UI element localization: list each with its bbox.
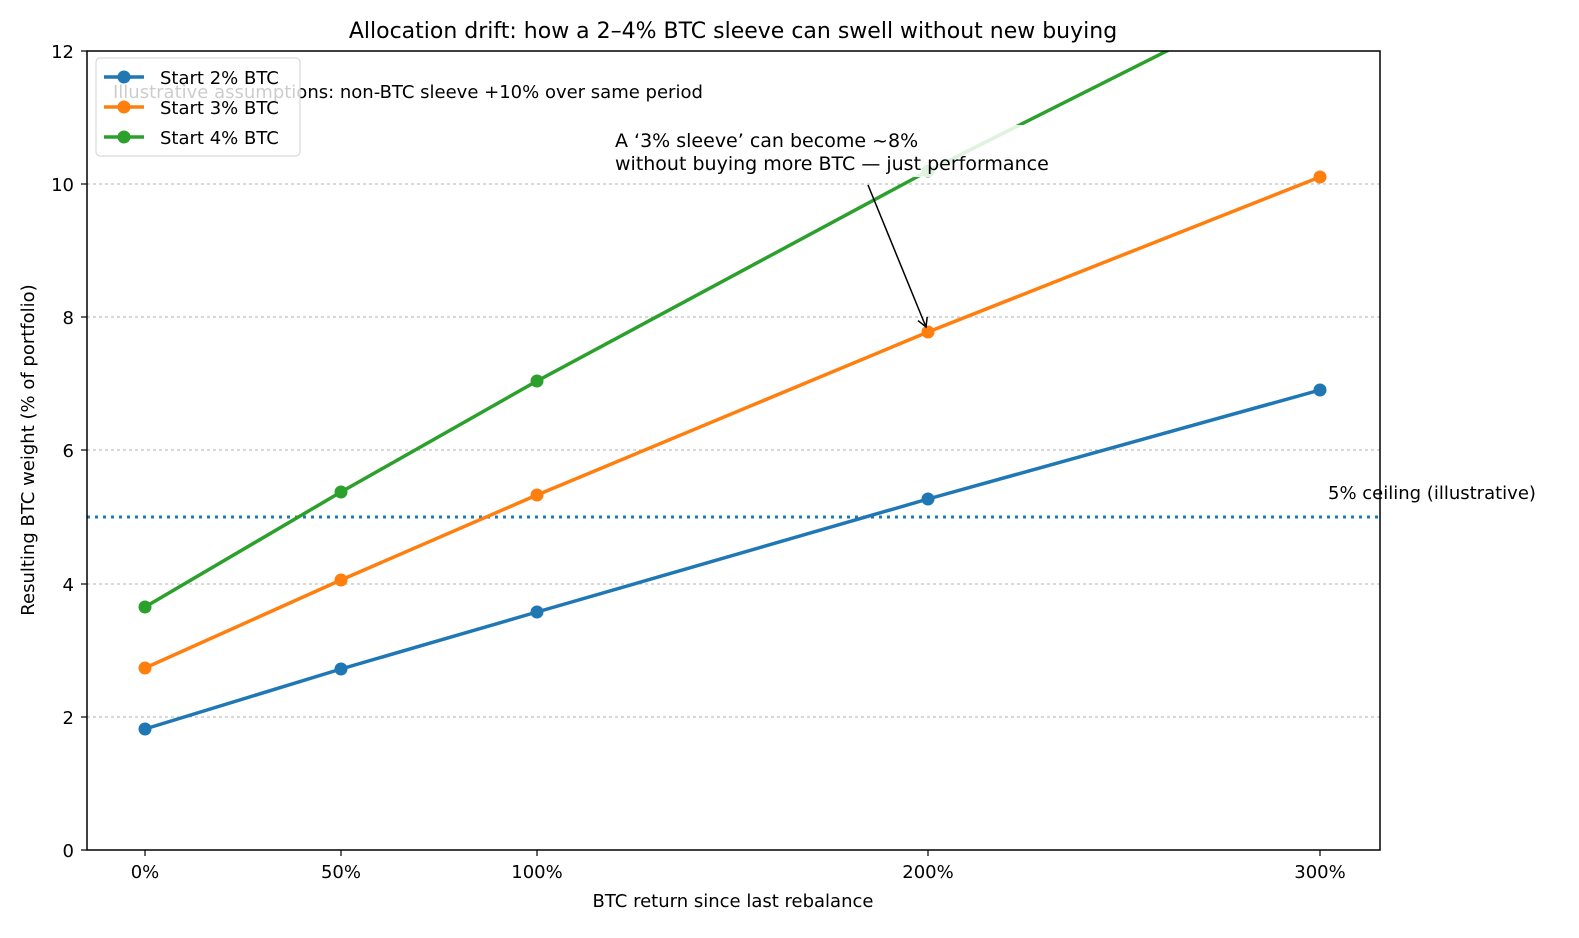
legend: Start 2% BTC Start 3% BTC Start 4% BTC <box>95 57 301 157</box>
series-start-3pct <box>138 170 1327 675</box>
svg-text:10: 10 <box>51 175 74 196</box>
callout-line-2: without buying more BTC — just performan… <box>615 153 1049 175</box>
y-axis-label: Resulting BTC weight (% of portfolio) <box>18 284 39 615</box>
legend-label-2pct: Start 2% BTC <box>160 68 279 89</box>
legend-label-4pct: Start 4% BTC <box>160 128 279 149</box>
svg-text:2: 2 <box>63 708 74 729</box>
svg-text:300%: 300% <box>1294 862 1345 883</box>
gridlines <box>87 183 1380 718</box>
svg-text:200%: 200% <box>902 862 953 883</box>
svg-text:50%: 50% <box>321 862 361 883</box>
chart-title: Allocation drift: how a 2–4% BTC sleeve … <box>349 19 1117 44</box>
svg-text:6: 6 <box>63 441 74 462</box>
svg-text:4: 4 <box>63 575 74 596</box>
svg-text:100%: 100% <box>511 862 562 883</box>
svg-text:8: 8 <box>63 308 74 329</box>
y-axis: 0 2 4 6 8 10 12 <box>51 42 87 862</box>
ceiling-label: 5% ceiling (illustrative) <box>1328 483 1536 504</box>
callout-arrow <box>867 184 928 329</box>
callout-line-1: A ‘3% sleeve’ can become ~8% <box>615 130 918 152</box>
svg-text:0%: 0% <box>131 862 160 883</box>
x-axis-label: BTC return since last rebalance <box>593 891 874 912</box>
legend-label-3pct: Start 3% BTC <box>160 98 279 119</box>
svg-text:12: 12 <box>51 42 74 63</box>
x-axis: 0% 50% 100% 200% 300% <box>131 850 1346 883</box>
series-start-2pct <box>138 383 1327 736</box>
svg-text:0: 0 <box>63 841 74 862</box>
